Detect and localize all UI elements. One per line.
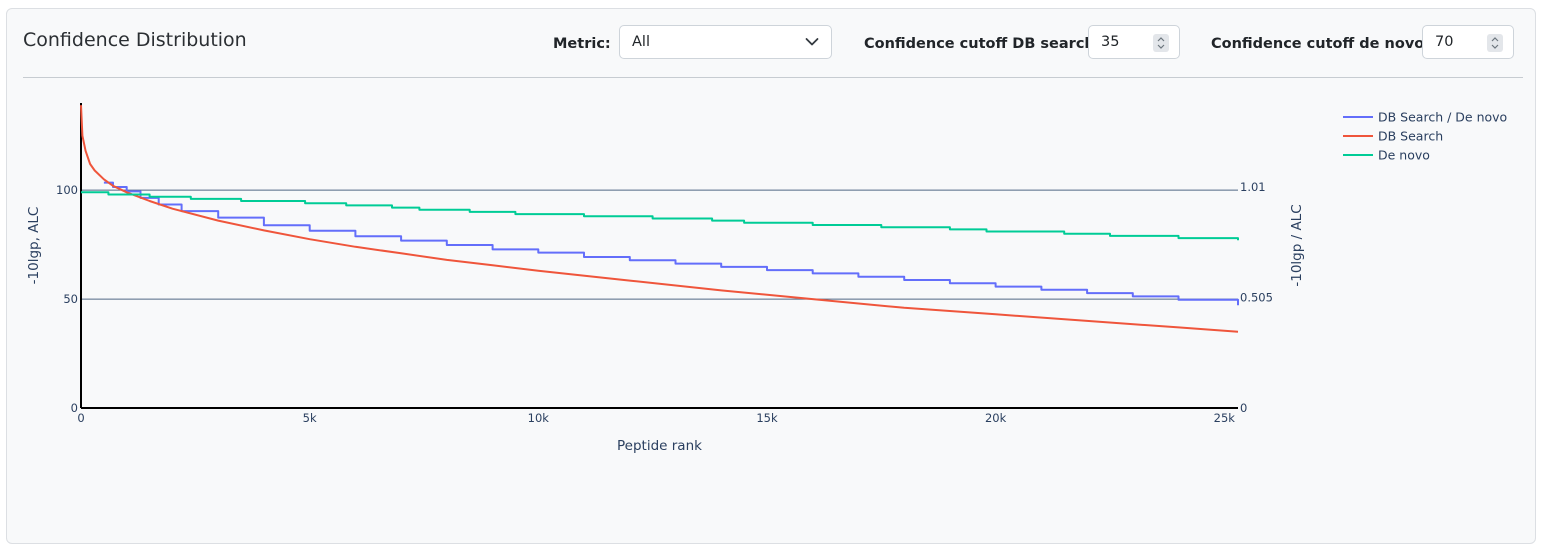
cutoff-denovo-input[interactable]: 70 bbox=[1422, 25, 1514, 59]
y2-tick-label-0: 0 bbox=[1240, 401, 1247, 415]
x-tick-label-2: 10k bbox=[528, 411, 550, 425]
y-tick-label-1: 50 bbox=[63, 292, 78, 306]
cutoff-denovo-label: Confidence cutoff de novo: bbox=[1211, 36, 1431, 52]
confidence-distribution-card: Confidence Distribution Metric: All Conf… bbox=[6, 8, 1536, 544]
y2-tick-label-1: 0.505 bbox=[1240, 291, 1273, 305]
chevron-down-icon bbox=[805, 38, 819, 46]
y2-axis-title: -10lgp / ALC bbox=[1289, 204, 1305, 286]
x-tick-label-0: 0 bbox=[77, 411, 84, 425]
y-axis-title: -10lgp, ALC bbox=[26, 207, 42, 285]
cutoff-db-input[interactable]: 35 bbox=[1088, 25, 1180, 59]
card-title: Confidence Distribution bbox=[23, 29, 247, 51]
cutoff-db-spinner[interactable] bbox=[1153, 34, 1169, 52]
metric-select-value: All bbox=[632, 34, 650, 50]
x-tick-label-3: 15k bbox=[756, 411, 778, 425]
metric-label: Metric: bbox=[553, 36, 611, 52]
up-down-spinner-icon bbox=[1491, 37, 1499, 49]
legend-label-1: DB Search bbox=[1378, 129, 1443, 144]
header-divider bbox=[23, 77, 1523, 78]
x-tick-label-5: 25k bbox=[1214, 411, 1236, 425]
cutoff-denovo-spinner[interactable] bbox=[1487, 34, 1503, 52]
x-tick-label-1: 5k bbox=[303, 411, 317, 425]
up-down-spinner-icon bbox=[1157, 37, 1165, 49]
cutoff-db-value: 35 bbox=[1101, 34, 1120, 50]
y2-tick-label-2: 1.01 bbox=[1240, 180, 1266, 194]
y-tick-label-0: 0 bbox=[71, 401, 78, 415]
x-axis-title: Peptide rank bbox=[617, 438, 702, 454]
metric-select[interactable]: All bbox=[619, 25, 832, 59]
legend-label-0: DB Search / De novo bbox=[1378, 110, 1507, 125]
cutoff-db-label: Confidence cutoff DB search: bbox=[864, 36, 1101, 52]
series-line-0 bbox=[103, 181, 1239, 306]
series-line-1 bbox=[80, 105, 1239, 333]
legend-label-2: De novo bbox=[1378, 148, 1430, 163]
y-tick-label-2: 100 bbox=[56, 183, 78, 197]
series-line-2 bbox=[81, 191, 1239, 241]
cutoff-denovo-value: 70 bbox=[1435, 34, 1454, 50]
x-tick-label-4: 20k bbox=[985, 411, 1007, 425]
